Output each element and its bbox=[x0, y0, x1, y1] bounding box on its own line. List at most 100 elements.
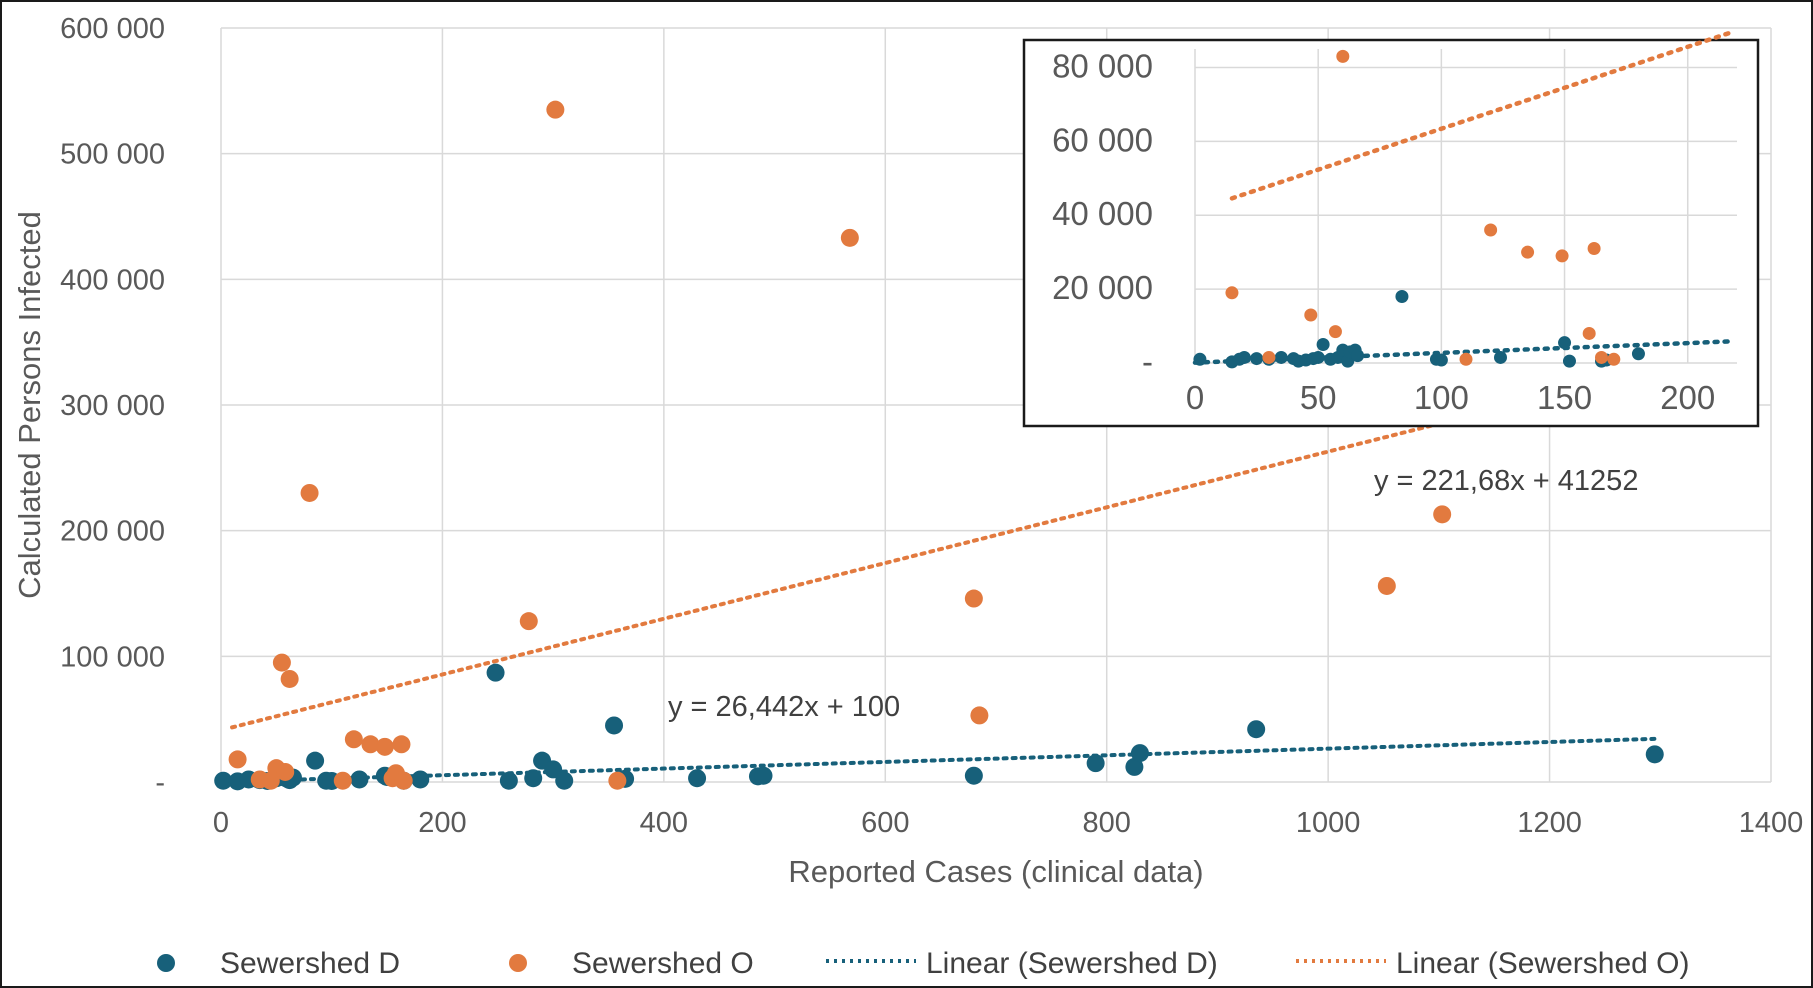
main-x-tick-label: 800 bbox=[1083, 807, 1131, 839]
inset-point-sewershed-o bbox=[1555, 249, 1569, 263]
main-point-sewershed-d bbox=[350, 770, 369, 789]
equation-sewershed-d: y = 26,442x + 100 bbox=[668, 691, 900, 723]
inset-point-sewershed-o bbox=[1225, 286, 1239, 300]
inset-x-tick-label: 150 bbox=[1537, 379, 1592, 416]
inset-point-sewershed-d bbox=[1434, 353, 1448, 367]
inset-y-tick-label: 80 000 bbox=[1052, 47, 1153, 84]
inset-point-sewershed-d bbox=[1237, 350, 1251, 364]
inset-point-sewershed-o bbox=[1484, 223, 1498, 237]
inset-point-sewershed-d bbox=[1316, 338, 1330, 352]
inset-point-sewershed-d bbox=[1193, 352, 1207, 366]
main-y-tick-label: 500 000 bbox=[60, 139, 165, 171]
main-point-sewershed-o bbox=[272, 653, 291, 672]
inset-point-sewershed-o bbox=[1587, 241, 1601, 255]
inset-x-tick-label: 200 bbox=[1660, 379, 1715, 416]
main-point-sewershed-o bbox=[970, 706, 989, 725]
main-point-sewershed-d bbox=[555, 771, 574, 790]
legend-sewershed-d-marker bbox=[157, 954, 175, 972]
equation-sewershed-o: y = 221,68x + 41252 bbox=[1374, 465, 1638, 497]
inset-point-sewershed-d bbox=[1274, 350, 1288, 364]
main-point-sewershed-o bbox=[840, 228, 859, 247]
main-y-tick-label: 300 000 bbox=[60, 390, 165, 422]
inset-point-sewershed-o bbox=[1582, 326, 1596, 340]
main-x-tick-label: 200 bbox=[418, 807, 466, 839]
inset-point-sewershed-o bbox=[1304, 308, 1318, 322]
main-point-sewershed-o bbox=[964, 589, 983, 608]
legend-linear-o-label: Linear (Sewershed O) bbox=[1396, 947, 1689, 980]
main-point-sewershed-o bbox=[276, 762, 295, 781]
legend-linear-d-label: Linear (Sewershed D) bbox=[926, 947, 1218, 980]
main-plot-group bbox=[214, 27, 1772, 791]
main-x-tick-label: 0 bbox=[213, 807, 229, 839]
main-point-sewershed-d bbox=[544, 760, 563, 779]
x-axis-title: Reported Cases (clinical data) bbox=[788, 854, 1203, 889]
inset-point-sewershed-o bbox=[1521, 245, 1535, 259]
inset-x-tick-label: 100 bbox=[1414, 379, 1469, 416]
inset-point-sewershed-d bbox=[1493, 350, 1507, 364]
inset-y-tick-label: 60 000 bbox=[1052, 121, 1153, 158]
main-y-tick-label: 400 000 bbox=[60, 264, 165, 296]
main-y-tick-label: 100 000 bbox=[60, 641, 165, 673]
main-point-sewershed-d bbox=[486, 663, 505, 682]
main-x-tick-label: 1200 bbox=[1517, 807, 1582, 839]
inset-point-sewershed-d bbox=[1558, 336, 1572, 350]
main-point-sewershed-d bbox=[1125, 757, 1144, 776]
inset-y-tick-label: - bbox=[1142, 343, 1153, 380]
inset-inset-box bbox=[1022, 38, 1760, 428]
inset-plot-group bbox=[1022, 29, 1760, 428]
y-axis-title: Calculated Persons Infected bbox=[12, 211, 47, 599]
main-y-tick-label: 600 000 bbox=[60, 13, 165, 45]
legend-sewershed-o-marker bbox=[509, 954, 527, 972]
inset-point-sewershed-o bbox=[1328, 325, 1342, 339]
main-point-sewershed-o bbox=[280, 669, 299, 688]
main-point-sewershed-d bbox=[1645, 745, 1664, 764]
inset-point-sewershed-o bbox=[1607, 352, 1621, 366]
main-y-tick-label: - bbox=[155, 767, 165, 799]
inset-point-sewershed-d bbox=[1395, 290, 1409, 304]
inset-point-sewershed-o bbox=[1336, 49, 1350, 63]
main-x-tick-label: 400 bbox=[640, 807, 688, 839]
inset-y-tick-label: 40 000 bbox=[1052, 195, 1153, 232]
legend-sewershed-d-label: Sewershed D bbox=[220, 947, 400, 980]
inset-point-sewershed-d bbox=[1250, 352, 1264, 366]
inset-y-tick-label: 20 000 bbox=[1052, 269, 1153, 306]
main-x-tick-label: 600 bbox=[861, 807, 909, 839]
main-point-sewershed-d bbox=[214, 771, 233, 790]
main-point-sewershed-d bbox=[964, 766, 983, 785]
main-point-sewershed-o bbox=[344, 730, 363, 749]
main-point-sewershed-o bbox=[333, 771, 352, 790]
main-x-tick-label: 1000 bbox=[1296, 807, 1361, 839]
inset-point-sewershed-d bbox=[1311, 350, 1325, 364]
inset-point-sewershed-o bbox=[1595, 350, 1608, 364]
main-point-sewershed-d bbox=[524, 769, 543, 788]
inset-point-sewershed-o bbox=[1262, 350, 1276, 364]
main-point-sewershed-d bbox=[688, 769, 707, 788]
main-point-sewershed-o bbox=[392, 735, 411, 754]
main-point-sewershed-o bbox=[608, 771, 627, 790]
main-point-sewershed-d bbox=[754, 766, 773, 785]
main-x-tick-label: 1400 bbox=[1739, 807, 1804, 839]
main-trendline-sewershed-o bbox=[230, 367, 1657, 730]
main-point-sewershed-d bbox=[605, 716, 624, 735]
main-point-sewershed-d bbox=[411, 770, 430, 789]
inset-point-sewershed-d bbox=[1351, 349, 1365, 363]
main-point-sewershed-d bbox=[1130, 744, 1149, 763]
inset-point-sewershed-d bbox=[1631, 347, 1645, 361]
main-point-sewershed-o bbox=[1377, 576, 1396, 595]
main-point-sewershed-d bbox=[499, 771, 518, 790]
main-point-sewershed-d bbox=[1086, 754, 1105, 773]
inset-x-tick-label: 0 bbox=[1186, 379, 1204, 416]
main-point-sewershed-o bbox=[1433, 505, 1452, 524]
main-point-sewershed-o bbox=[300, 483, 319, 502]
main-point-sewershed-o bbox=[546, 100, 565, 119]
inset-trendline-sewershed-o bbox=[1229, 29, 1735, 201]
main-point-sewershed-d bbox=[306, 751, 325, 770]
inset-x-tick-label: 50 bbox=[1300, 379, 1337, 416]
main-point-sewershed-o bbox=[394, 771, 413, 790]
main-point-sewershed-o bbox=[519, 612, 538, 631]
main-y-tick-label: 200 000 bbox=[60, 516, 165, 548]
inset-point-sewershed-o bbox=[1459, 352, 1473, 366]
main-trendline-sewershed-d bbox=[219, 736, 1657, 784]
main-point-sewershed-d bbox=[1247, 720, 1266, 739]
